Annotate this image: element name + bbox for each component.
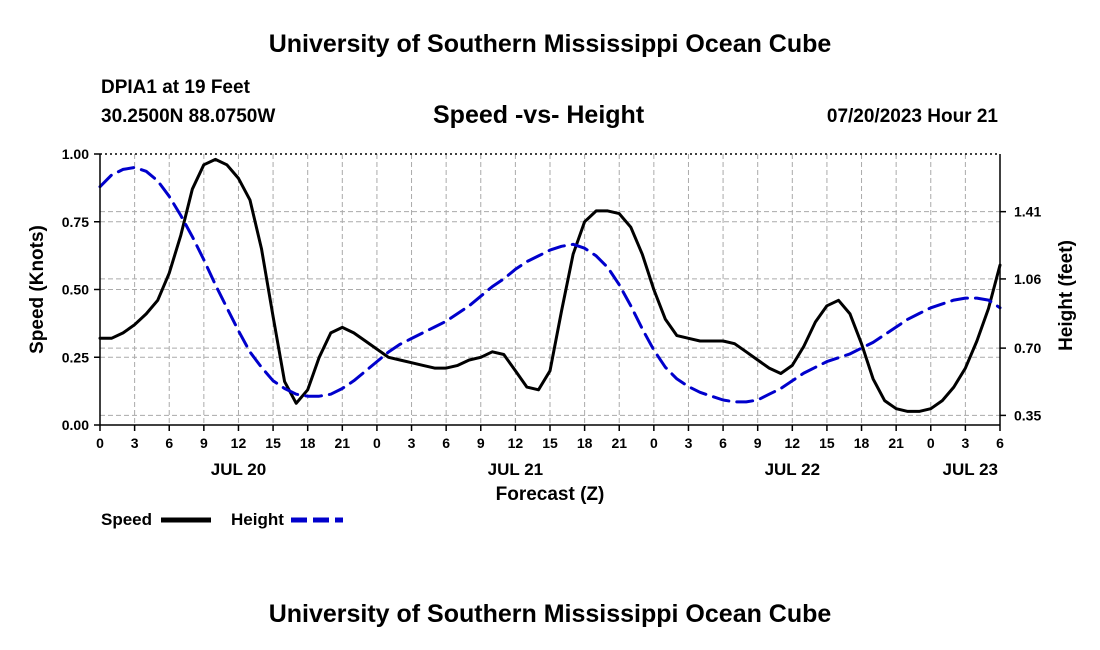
x-tick-label: 21 xyxy=(335,435,351,451)
x-tick-label: 6 xyxy=(442,435,450,451)
x-tick-label: 9 xyxy=(200,435,208,451)
x-tick-label: 12 xyxy=(785,435,801,451)
y-tick-label: 0.25 xyxy=(62,349,89,365)
x-tick-label: 21 xyxy=(611,435,627,451)
date-label: JUL 22 xyxy=(765,460,820,479)
x-axis-label: Forecast (Z) xyxy=(496,484,605,505)
x-tick-label: 6 xyxy=(165,435,173,451)
x-tick-label: 12 xyxy=(508,435,524,451)
date-label: JUL 21 xyxy=(488,460,543,479)
y-tick-label: 1.00 xyxy=(62,146,89,162)
x-tick-label: 18 xyxy=(577,435,593,451)
x-tick-label: 21 xyxy=(888,435,904,451)
x-tick-label: 15 xyxy=(819,435,835,451)
axis-labels: 0 3 6 9 12 15 18 21 0 3 6 9 12 15 18 21 0 3 6 9 12 15 18 21 0 3 6 J… xyxy=(27,146,1077,505)
coordinates-label: 30.2500N 88.0750W xyxy=(101,106,276,127)
x-tick-label: 18 xyxy=(854,435,870,451)
x-tick-label: 6 xyxy=(719,435,727,451)
x-tick-label: 0 xyxy=(96,435,104,451)
x-tick-label: 18 xyxy=(300,435,316,451)
legend-height-label: Height xyxy=(231,510,284,529)
x-tick-label: 0 xyxy=(373,435,381,451)
y2-tick-label: 0.35 xyxy=(1014,407,1041,423)
y-tick-label: 0.50 xyxy=(62,282,89,298)
y-tick-label: 0.00 xyxy=(62,417,89,433)
main-title: University of Southern Mississippi Ocean… xyxy=(268,30,832,58)
y-axis-label: Speed (Knots) xyxy=(27,225,48,354)
axes xyxy=(94,153,1006,431)
datetime-label: 07/20/2023 Hour 21 xyxy=(826,106,998,127)
date-label: JUL 20 xyxy=(211,460,266,479)
x-tick-label: 15 xyxy=(542,435,558,451)
legend-speed-label: Speed xyxy=(101,510,153,529)
x-tick-label: 0 xyxy=(650,435,658,451)
x-tick-label: 12 xyxy=(231,435,247,451)
station-label: DPIA1 at 19 Feet xyxy=(101,77,250,98)
footer-title: University of Southern Mississippi Ocean… xyxy=(268,600,832,628)
speed-series-line xyxy=(98,157,1002,413)
chart-subtitle: Speed -vs- Height xyxy=(433,101,645,129)
y-tick-label: 0.75 xyxy=(62,214,89,230)
height-series-line xyxy=(98,166,1002,404)
grid-lines xyxy=(100,154,1000,425)
x-tick-label: 9 xyxy=(477,435,485,451)
date-label: JUL 23 xyxy=(943,460,998,479)
y2-tick-label: 0.70 xyxy=(1014,340,1041,356)
y2-tick-label: 1.41 xyxy=(1014,204,1041,220)
series-lines xyxy=(98,157,1002,413)
x-tick-label: 3 xyxy=(961,435,969,451)
x-tick-label: 3 xyxy=(131,435,139,451)
x-tick-label: 3 xyxy=(408,435,416,451)
x-tick-label: 0 xyxy=(927,435,935,451)
x-tick-label: 9 xyxy=(754,435,762,451)
y2-tick-label: 1.06 xyxy=(1014,271,1041,287)
x-tick-label: 15 xyxy=(265,435,281,451)
y2-axis-label: Height (feet) xyxy=(1056,240,1077,351)
x-tick-label: 6 xyxy=(996,435,1004,451)
x-tick-label: 3 xyxy=(685,435,693,451)
